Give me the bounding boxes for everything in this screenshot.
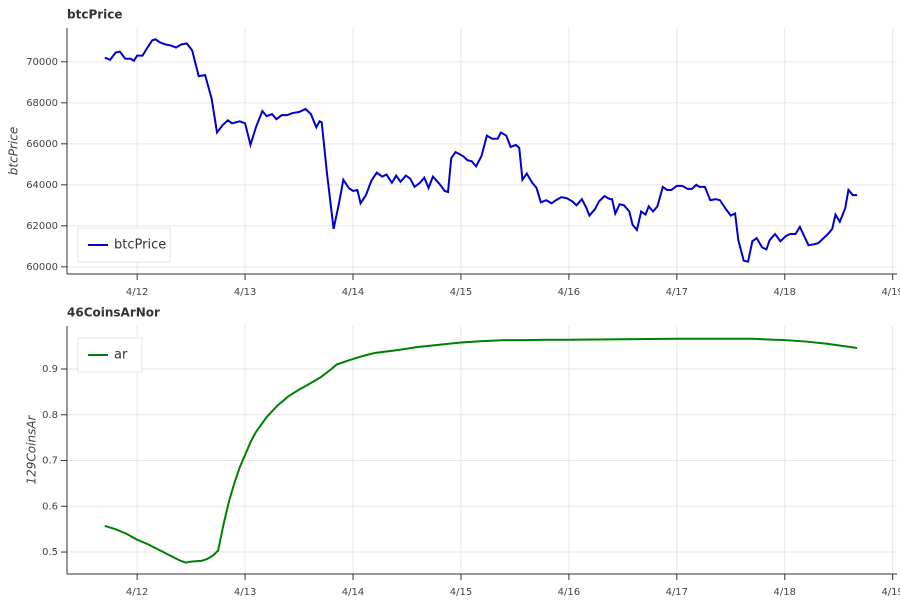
legend-label: ar	[114, 348, 128, 363]
x-tick-label: 4/14	[342, 287, 364, 298]
y-tick-label: 70000	[26, 57, 58, 68]
y-tick-label: 66000	[26, 139, 58, 150]
x-tick-label: 4/12	[126, 587, 148, 598]
x-tick-label: 4/18	[774, 587, 796, 598]
x-tick-label: 4/15	[450, 287, 472, 298]
x-tick-label: 4/15	[450, 587, 472, 598]
y-tick-label: 0.8	[42, 410, 58, 421]
x-tick-label: 4/18	[774, 287, 796, 298]
line-series	[104, 337, 858, 564]
x-tick-label: 4/19	[881, 287, 900, 298]
x-tick-label: 4/13	[234, 287, 256, 298]
x-tick-label: 4/16	[558, 587, 580, 598]
x-tick-label: 4/17	[666, 287, 688, 298]
y-tick-label: 68000	[26, 98, 58, 109]
x-tick-label: 4/12	[126, 287, 148, 298]
chart-title: 46CoinsArNor	[67, 306, 160, 320]
x-tick-label: 4/14	[342, 587, 364, 598]
y-axis-label: btcPrice	[7, 127, 21, 175]
y-tick-label: 0.6	[42, 501, 58, 512]
y-tick-label: 62000	[26, 221, 58, 232]
line-series	[104, 38, 858, 263]
x-tick-label: 4/16	[558, 287, 580, 298]
legend-label: btcPrice	[114, 238, 166, 253]
chart-title: btcPrice	[67, 8, 123, 22]
y-tick-label: 64000	[26, 180, 58, 191]
y-axis-label: 129CoinsAr	[25, 414, 39, 484]
y-tick-label: 0.5	[42, 547, 58, 558]
y-tick-label: 0.7	[42, 456, 58, 467]
x-tick-label: 4/19	[881, 587, 900, 598]
x-tick-label: 4/13	[234, 587, 256, 598]
legend-box	[77, 337, 143, 373]
y-tick-label: 0.9	[42, 364, 58, 375]
y-tick-label: 60000	[26, 262, 58, 273]
x-tick-label: 4/17	[666, 587, 688, 598]
